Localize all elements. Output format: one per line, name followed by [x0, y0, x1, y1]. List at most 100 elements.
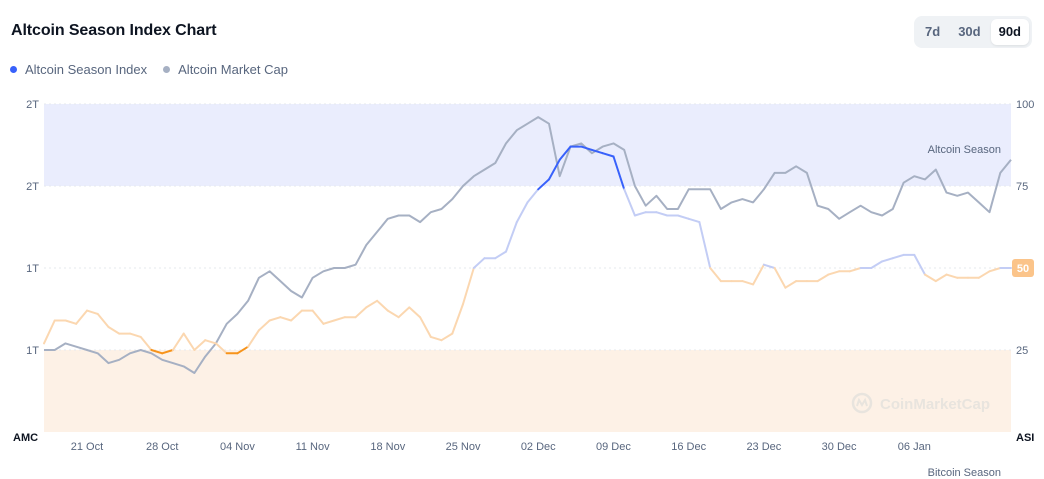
range-toggle: 7d 30d 90d [914, 16, 1032, 48]
altcoin-season-index-segment [279, 316, 293, 322]
altcoin-season-index-segment [655, 211, 669, 217]
altcoin-season-index-segment [623, 188, 636, 217]
current-value-badge: 50 [1012, 259, 1034, 277]
altcoin-season-index-segment [612, 155, 626, 191]
coinmarketcap-logo-icon [851, 392, 873, 414]
legend-item-altcoin-season-index[interactable]: Altcoin Season Index [10, 62, 147, 77]
altcoin-season-index-segment [676, 214, 690, 220]
altcoin-season-index-segment [537, 178, 550, 191]
altcoin-season-index-segment [687, 217, 701, 224]
left-axis-ticks: 2T 2T 1T 1T [26, 99, 39, 357]
x-tick-label: 23 Dec [746, 441, 781, 453]
altcoin-season-index-segment [773, 267, 787, 289]
chart-zones: Altcoin Season Bitcoin Season [44, 104, 1011, 479]
right-tick-label: 100 [1016, 99, 1034, 111]
altcoin-season-index-segment [515, 201, 529, 224]
right-axis-ticks: 100 75 50 25 [1016, 99, 1034, 357]
altcoin-season-index-segment [75, 309, 88, 325]
chart-gridlines [44, 103, 1011, 351]
altcoin-season-index-segment [558, 145, 572, 161]
chart-title: Altcoin Season Index Chart [11, 22, 217, 39]
left-tick-label: 2T [26, 99, 39, 111]
x-tick-label: 21 Oct [71, 441, 103, 453]
altcoin-season-index-segment [322, 319, 336, 325]
altcoin-season-index-segment [354, 306, 368, 319]
chart-series [43, 116, 1012, 374]
altcoin-season-index-segment [881, 257, 894, 263]
altcoin-season-index-segment [290, 309, 303, 322]
x-tick-label: 02 Dec [521, 441, 556, 453]
altcoin-season-index-segment [419, 316, 432, 338]
legend-dot-blue-icon [10, 66, 17, 73]
altcoin-season-index-segment [311, 309, 325, 325]
altcoin-season-index-segment [161, 349, 174, 355]
range-7d-button[interactable]: 7d [917, 19, 948, 45]
altcoin-season-label: Altcoin Season [928, 144, 1001, 156]
right-tick-label: 75 [1016, 181, 1028, 193]
legend-label: Altcoin Season Index [25, 62, 148, 77]
altcoin-season-index-segment [934, 273, 948, 283]
x-tick-label: 04 Nov [220, 441, 255, 453]
altcoin-season-index-segment [601, 152, 615, 158]
altcoin-season-index-segment [548, 158, 561, 181]
x-tick-label: 25 Nov [446, 441, 481, 453]
altcoin-market-cap-line [44, 116, 1012, 374]
x-tick-label: 09 Dec [596, 441, 631, 453]
altcoin-season-index-segment [386, 309, 400, 319]
altcoin-season-index-segment [827, 270, 841, 276]
x-axis-ticks: 21 Oct 28 Oct 04 Nov 11 Nov 18 Nov 25 Nov 02 D… [71, 441, 931, 453]
altcoin-season-index-segment [107, 326, 121, 335]
altcoin-season-index-segment [526, 188, 540, 204]
altcoin-season-index-segment [247, 329, 260, 348]
altcoin-season-index-segment [268, 316, 282, 322]
altcoin-season-index-segment [505, 221, 518, 253]
altcoin-season-index-segment [741, 280, 755, 286]
altcoin-season-index-segment [204, 339, 217, 345]
left-tick-label: 1T [26, 345, 39, 357]
x-tick-label: 11 Nov [296, 441, 331, 453]
altcoin-season-index-segment [580, 145, 593, 151]
altcoin-season-index-segment [43, 319, 56, 345]
altcoin-season-index-segment [709, 267, 722, 283]
altcoin-season-index-segment [397, 306, 411, 319]
altcoin-season-index-segment [891, 253, 905, 260]
altcoin-season-index-segment [440, 332, 454, 342]
altcoin-season-index-segment [913, 253, 926, 276]
altcoin-season-index-segment [129, 332, 142, 338]
altcoin-season-index-segment [698, 221, 712, 269]
altcoin-season-index-segment [591, 148, 604, 155]
altcoin-season-index-segment [86, 309, 99, 315]
altcoin-season-index-segment [171, 332, 185, 351]
altcoin-season-index-segment [633, 211, 647, 217]
altcoin-season-index-segment [752, 263, 765, 286]
left-axis-name: AMC [13, 432, 38, 444]
left-tick-label: 1T [26, 263, 39, 275]
altcoin-season-index-segment [762, 263, 776, 269]
altcoin-season-zone [44, 104, 1011, 186]
altcoin-season-index-segment [988, 267, 1002, 273]
altcoin-season-index-segment [376, 299, 389, 312]
altcoin-season-index-segment [848, 267, 862, 273]
x-tick-label: 16 Dec [671, 441, 706, 453]
altcoin-season-index-segment [494, 250, 507, 260]
left-tick-label: 2T [26, 181, 39, 193]
altcoin-season-index-segment [365, 299, 379, 309]
altcoin-season-index-segment [451, 303, 464, 335]
range-90d-button[interactable]: 90d [990, 19, 1029, 45]
altcoin-season-index-segment [408, 306, 422, 319]
altcoin-season-index-segment [64, 319, 78, 325]
altcoin-season-index-segment [870, 260, 884, 269]
watermark-text: CoinMarketCap [880, 396, 990, 413]
range-30d-button[interactable]: 30d [950, 19, 988, 45]
altcoin-season-index-segment [924, 273, 937, 283]
altcoin-season-index-segment [257, 319, 271, 332]
altcoin-season-index-segment [472, 257, 486, 269]
bitcoin-season-label: Bitcoin Season [928, 467, 1001, 479]
legend-item-altcoin-market-cap[interactable]: Altcoin Market Cap [163, 62, 288, 77]
legend-label: Altcoin Market Cap [178, 62, 288, 77]
chart-legend: Altcoin Season Index Altcoin Market Cap [10, 62, 288, 77]
altcoin-season-index-segment [784, 280, 798, 289]
right-axis-name: ASI [1016, 432, 1034, 444]
altcoin-season-index-segment [945, 273, 959, 279]
